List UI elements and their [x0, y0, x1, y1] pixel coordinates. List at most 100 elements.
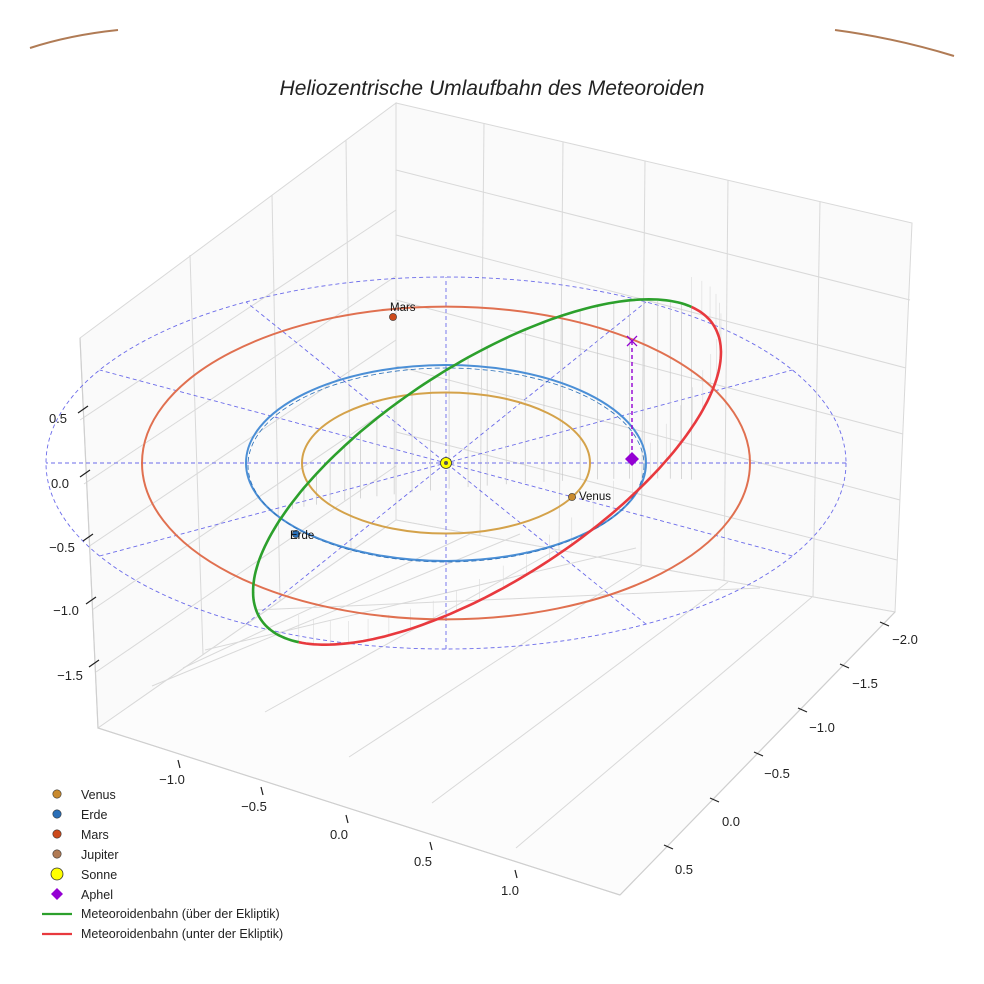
legend-label: Erde: [81, 808, 107, 822]
jupiter-orbit-arc-left: [29, 29, 119, 49]
y-tick-mark: [709, 797, 720, 803]
grid-line: [91, 403, 397, 611]
aphel-projection-mark: [626, 335, 638, 347]
grid-line: [395, 299, 904, 435]
grid-line: [83, 275, 397, 485]
y-tick-label: −2.0: [892, 632, 918, 647]
legend-label: Mars: [81, 828, 109, 842]
y-tick-mark: [879, 621, 890, 627]
grid-line: [345, 139, 352, 554]
legend: Venus Erde Mars Jupiter Sonne Aphel Mete…: [42, 788, 283, 941]
legend-marker-aphel: [51, 888, 63, 900]
legend-item-jupiter: Jupiter: [52, 848, 119, 862]
y-tick-label: −1.0: [809, 720, 835, 735]
grid-line: [723, 179, 729, 581]
drop-lines: [292, 276, 722, 645]
z-tick-labels: 0.5 0.0 −0.5 −1.0 −1.5: [49, 411, 83, 683]
x-tick-mark: [514, 869, 518, 879]
x-tick-label: −0.5: [241, 799, 267, 814]
grid-line: [264, 549, 557, 713]
planet-marker-erde: [292, 530, 300, 538]
sun-core: [444, 461, 448, 465]
y-tick-mark: [839, 663, 850, 669]
grid-line: [271, 194, 281, 602]
aphel-marker: [625, 452, 639, 466]
z-tick-label: −1.0: [53, 603, 79, 618]
legend-label: Venus: [81, 788, 116, 802]
z-tick-label: 0.0: [51, 476, 69, 491]
legend-item-venus: Venus: [52, 788, 116, 802]
z-tick-label: −1.5: [57, 668, 83, 683]
legend-item-below: Meteoroidenbahn (unter der Ekliptik): [42, 927, 283, 941]
z-tick-mark: [77, 405, 89, 414]
grid-line: [395, 365, 901, 501]
z-tick-mark: [85, 596, 97, 605]
tick-marks: [77, 405, 890, 879]
x-tick-mark: [260, 786, 264, 796]
chart-title: Heliozentrische Umlaufbahn des Meteoroid…: [280, 77, 705, 100]
legend-label: Aphel: [81, 888, 113, 902]
jupiter-orbit-arc-right: [834, 29, 955, 57]
planet-labels: Mars Venus Erde: [290, 302, 611, 542]
orbit-venus: [301, 391, 591, 535]
legend-item-sonne: Sonne: [50, 867, 117, 882]
planet-orbits: [141, 305, 751, 621]
planet-marker-venus: [568, 493, 576, 501]
grid-line: [189, 254, 204, 656]
orbit-mars: [141, 305, 751, 621]
grid-line: [395, 431, 898, 561]
meteoroid-orbit-below: [298, 305, 723, 646]
grid-line: [95, 465, 397, 673]
z-tick-mark: [79, 469, 91, 478]
y-tick-labels: −2.0 −1.5 −1.0 −0.5 0.0 0.5: [675, 632, 918, 877]
legend-label: Meteoroidenbahn (über der Ekliptik): [81, 907, 280, 921]
x-tick-mark: [177, 759, 181, 769]
orbit-erde: [245, 364, 647, 562]
grid-line: [558, 141, 564, 551]
legend-label: Sonne: [81, 868, 117, 882]
z-tick-label: 0.5: [49, 411, 67, 426]
grid-line: [254, 587, 761, 611]
legend-marker-erde: [52, 809, 62, 819]
grid-line: [395, 169, 911, 301]
orbit-erde-secondary: [247, 367, 645, 563]
grid-line: [79, 209, 397, 421]
x-tick-label: 0.5: [414, 854, 432, 869]
legend-marker-jupiter: [52, 849, 62, 859]
grid-line: [479, 122, 485, 536]
y-tick-mark: [663, 844, 674, 850]
grid-line: [812, 201, 821, 598]
grid-line: [151, 533, 521, 687]
legend-item-erde: Erde: [52, 808, 107, 822]
erde-label: Erde: [290, 530, 314, 542]
y-tick-mark: [753, 751, 764, 757]
x-axis-line: [97, 727, 621, 896]
grid-line: [348, 565, 643, 758]
x-tick-label: 0.0: [330, 827, 348, 842]
legend-label: Meteoroidenbahn (unter der Ekliptik): [81, 927, 283, 941]
x-tick-mark: [345, 814, 349, 824]
grid-line: [431, 581, 729, 804]
ecliptic-spoke: [245, 301, 647, 625]
z-tick-mark: [82, 533, 94, 542]
y-tick-mark: [797, 707, 808, 713]
meteoroid-orbit-above: [251, 297, 692, 644]
legend-marker-venus: [52, 789, 62, 799]
legend-item-mars: Mars: [52, 828, 109, 842]
grid-line: [640, 160, 646, 566]
y-tick-label: −1.5: [852, 676, 878, 691]
legend-marker-mars: [52, 829, 62, 839]
planet-marker-mars: [389, 313, 397, 321]
legend-item-aphel: Aphel: [51, 888, 113, 902]
mars-label: Mars: [390, 302, 416, 314]
y-tick-label: 0.0: [722, 814, 740, 829]
grid-line: [182, 533, 471, 669]
meteoroid-orbit: [251, 297, 723, 646]
venus-label: Venus: [579, 491, 611, 503]
y-tick-label: −0.5: [764, 766, 790, 781]
ecliptic-spoke: [245, 301, 647, 625]
x-tick-label: 1.0: [501, 883, 519, 898]
z-tick-label: −0.5: [49, 540, 75, 555]
legend-item-above: Meteoroidenbahn (über der Ekliptik): [42, 907, 280, 921]
